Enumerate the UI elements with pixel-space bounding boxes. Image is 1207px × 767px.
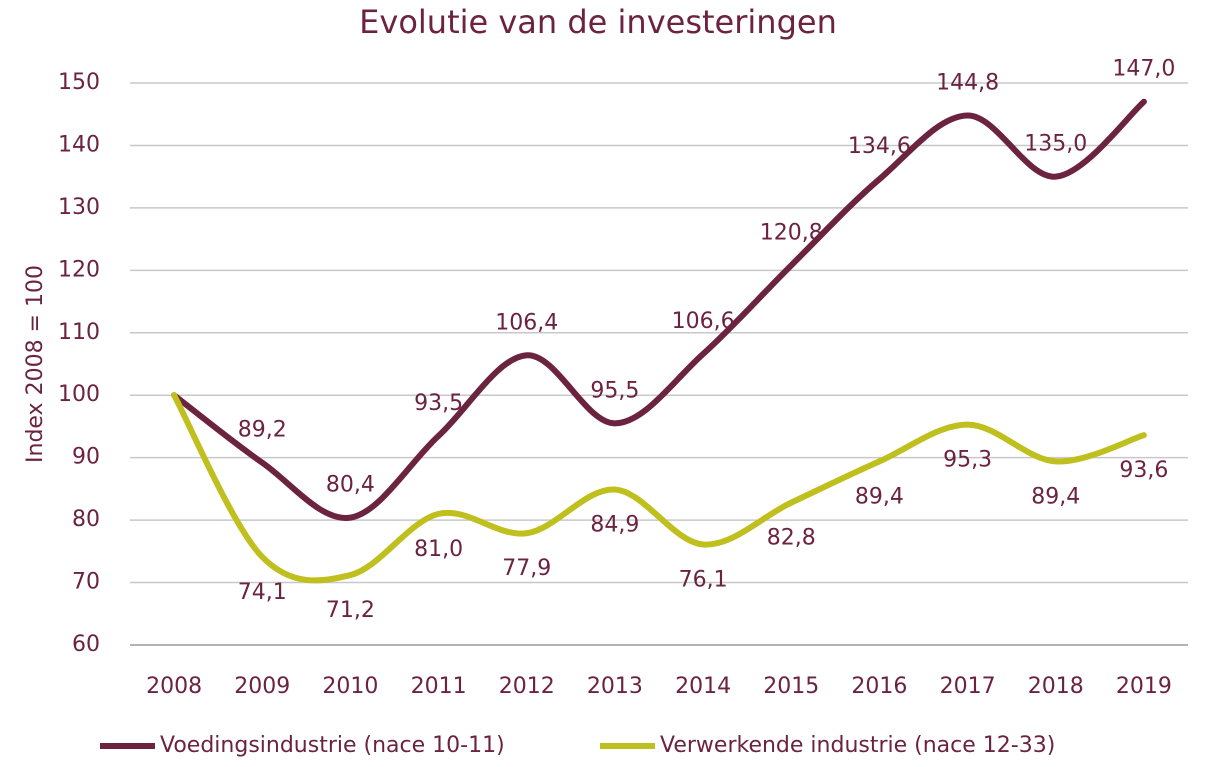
x-tick-label: 2009 — [234, 674, 290, 699]
data-label: 120,8 — [760, 220, 823, 245]
data-label: 89,4 — [1031, 484, 1080, 509]
data-label: 106,6 — [672, 309, 735, 334]
data-label: 134,6 — [848, 134, 911, 159]
x-tick-label: 2016 — [851, 674, 907, 699]
data-label: 144,8 — [936, 70, 999, 95]
data-label: 89,2 — [238, 418, 287, 443]
x-tick-label: 2012 — [499, 674, 555, 699]
y-tick-label: 100 — [58, 382, 100, 407]
y-tick-label: 110 — [58, 320, 100, 345]
data-label: 147,0 — [1112, 57, 1175, 82]
data-label: 80,4 — [326, 473, 375, 498]
x-tick-label: 2019 — [1116, 674, 1172, 699]
y-tick-label: 70 — [72, 570, 100, 595]
x-tick-label: 2017 — [940, 674, 996, 699]
data-label: 135,0 — [1024, 132, 1087, 157]
y-tick-label: 150 — [58, 70, 100, 95]
y-tick-label: 120 — [58, 257, 100, 282]
x-tick-label: 2011 — [411, 674, 467, 699]
data-label: 93,6 — [1119, 458, 1168, 483]
x-tick-label: 2013 — [587, 674, 643, 699]
data-label: 82,8 — [767, 526, 816, 551]
data-label: 93,5 — [414, 391, 463, 416]
x-tick-label: 2015 — [763, 674, 819, 699]
data-label: 95,5 — [590, 378, 639, 403]
data-label: 71,2 — [326, 598, 375, 623]
x-tick-label: 2014 — [675, 674, 731, 699]
data-label: 77,9 — [502, 556, 551, 581]
data-label: 81,0 — [414, 537, 463, 562]
legend-label: Voedingsindustrie (nace 10-11) — [160, 733, 505, 758]
chart-title: Evolutie van de investeringen — [359, 3, 837, 41]
x-tick-label: 2018 — [1028, 674, 1084, 699]
y-axis-label: Index 2008 = 100 — [23, 265, 48, 463]
data-label: 89,4 — [855, 484, 904, 509]
line — [171, 98, 1147, 521]
data-label: 106,4 — [495, 310, 558, 335]
y-tick-label: 60 — [72, 632, 100, 657]
legend-label: Verwerkende industrie (nace 12-33) — [660, 733, 1055, 758]
x-tick-label: 2010 — [322, 674, 378, 699]
y-tick-label: 90 — [72, 445, 100, 470]
y-tick-label: 130 — [58, 195, 100, 220]
x-tick-label: 2008 — [146, 674, 202, 699]
line — [171, 392, 1147, 584]
data-label: 95,3 — [943, 448, 992, 473]
y-tick-label: 140 — [58, 132, 100, 157]
data-label: 84,9 — [590, 513, 639, 538]
data-label: 74,1 — [238, 580, 287, 605]
y-tick-label: 80 — [72, 507, 100, 532]
data-label: 76,1 — [679, 567, 728, 592]
